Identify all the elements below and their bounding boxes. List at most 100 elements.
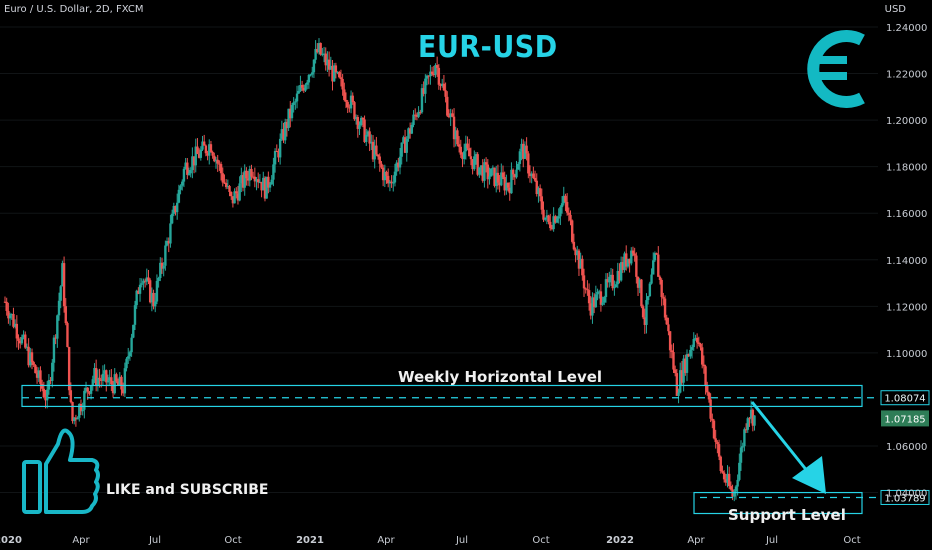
candle <box>449 108 452 127</box>
horizontal-levels: 1.08074 1.03789 1.07185 <box>21 384 930 515</box>
candle <box>49 377 52 385</box>
x-tick-label: 2020 <box>0 535 22 546</box>
candle <box>462 143 466 165</box>
like-subscribe-text: LIKE and SUBSCRIBE <box>106 482 269 498</box>
candle <box>552 207 555 232</box>
candle <box>753 415 756 431</box>
candle <box>245 167 248 186</box>
candle <box>248 165 251 187</box>
candle <box>408 122 412 139</box>
candle <box>275 144 278 152</box>
candle <box>67 346 71 396</box>
x-tick-label: Oct <box>224 535 241 546</box>
candle <box>94 359 98 392</box>
candle <box>238 176 241 202</box>
candle <box>186 158 189 180</box>
candle <box>358 121 361 136</box>
candle <box>265 176 268 199</box>
candle <box>172 202 176 217</box>
candle <box>414 108 417 120</box>
candle <box>341 73 344 96</box>
candle <box>746 416 749 433</box>
y-tick-label: 1.06000 <box>886 442 927 453</box>
candle <box>30 348 34 370</box>
candle <box>549 213 552 231</box>
candle <box>719 455 722 474</box>
candle <box>446 91 449 117</box>
candle <box>236 185 240 205</box>
x-tick-label: Jul <box>455 535 468 546</box>
candle <box>567 207 571 222</box>
candle <box>572 233 576 251</box>
candle <box>3 296 7 303</box>
candle <box>93 363 96 384</box>
level-price-tag: 1.03789 <box>880 489 930 505</box>
candle <box>260 181 263 198</box>
candle <box>685 349 689 382</box>
candle <box>270 175 273 185</box>
candle <box>500 163 503 187</box>
grid-lines <box>0 26 878 494</box>
y-tick-label: 1.14000 <box>886 256 927 267</box>
candle <box>206 150 209 161</box>
candle <box>430 66 434 77</box>
candle <box>140 278 143 288</box>
y-tick-label: 1.20000 <box>886 116 927 127</box>
candle <box>216 154 219 172</box>
candle <box>326 51 329 73</box>
candle <box>582 268 586 297</box>
candle <box>179 184 182 195</box>
candle <box>373 139 376 169</box>
candle <box>152 289 155 310</box>
candle <box>143 278 147 288</box>
candle <box>625 245 628 271</box>
candle <box>84 381 88 394</box>
candle <box>432 65 435 77</box>
candle <box>390 175 393 188</box>
candle <box>484 157 488 173</box>
candle <box>694 334 697 341</box>
candle <box>383 164 387 188</box>
candle <box>349 90 353 114</box>
candle <box>282 122 285 144</box>
candle <box>658 275 662 285</box>
candle <box>368 127 371 152</box>
y-tick-label: 1.04000 <box>886 489 927 500</box>
candle <box>52 335 56 372</box>
candle <box>121 382 125 397</box>
candle <box>359 115 363 127</box>
candle <box>354 114 358 125</box>
candle <box>233 188 236 204</box>
candle <box>528 165 532 183</box>
candle <box>300 80 304 92</box>
candle <box>189 167 192 178</box>
candle <box>415 112 419 121</box>
candle <box>211 150 214 159</box>
level-zone-box <box>21 384 863 408</box>
candle <box>623 251 626 273</box>
candle <box>116 378 120 386</box>
candle <box>717 439 721 461</box>
candle <box>302 84 305 93</box>
candle <box>101 365 105 387</box>
candle <box>370 134 373 151</box>
candle <box>73 416 76 425</box>
candle <box>191 147 194 179</box>
candle <box>363 115 366 144</box>
candle <box>641 304 645 320</box>
candle <box>197 148 201 159</box>
candle <box>344 92 348 109</box>
candle <box>96 369 100 392</box>
candle <box>633 247 636 262</box>
candle <box>505 174 508 195</box>
candle <box>365 128 368 146</box>
candle <box>447 109 451 119</box>
candle <box>125 357 128 372</box>
candle <box>157 276 160 288</box>
candle <box>516 162 520 170</box>
candle <box>532 166 535 179</box>
candle <box>603 295 606 306</box>
candle <box>495 165 498 193</box>
x-tick-label: Apr <box>72 535 90 546</box>
